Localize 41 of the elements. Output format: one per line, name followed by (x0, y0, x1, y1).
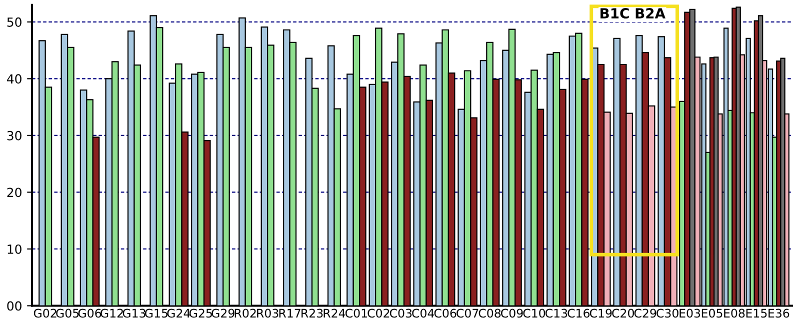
x-tick-label: R24 (324, 308, 346, 318)
x-tick-label: C03 (390, 308, 412, 318)
y-tick-label: 50 (7, 17, 22, 27)
x-tick-label: C30 (656, 308, 678, 318)
x-tick-label: G24 (167, 308, 190, 318)
y-tick-label: 30 (7, 130, 22, 140)
x-tick-label: C16 (568, 308, 590, 318)
x-tick-label: R03 (257, 308, 278, 318)
y-tick-label: 40 (6, 74, 22, 84)
x-tick-label: C13 (545, 308, 568, 318)
x-tick-label: C10 (523, 308, 546, 318)
x-tick-label: C07 (456, 308, 478, 318)
y-tick-label: 00 (7, 301, 22, 311)
y-tick-label: 10 (8, 244, 22, 254)
x-tick-label: E08 (724, 308, 745, 318)
x-tick-label: G15 (145, 308, 168, 318)
annotation: B1C B2A (600, 8, 666, 19)
x-tick-label: G05 (56, 308, 79, 318)
x-tick-label: G29 (212, 308, 234, 318)
x-tick-label: R02 (234, 308, 256, 318)
x-tick-label: G25 (189, 308, 212, 318)
x-tick-label: E36 (768, 308, 790, 318)
x-tick-label: E03 (680, 308, 700, 318)
x-tick-label: G12 (100, 308, 123, 318)
x-tick-label: C02 (368, 308, 390, 318)
x-tick-label: E15 (746, 308, 767, 318)
x-tick-label: C06 (434, 308, 456, 318)
x-tick-label: C19 (590, 308, 612, 318)
y-tick-label: 20 (7, 188, 22, 198)
x-tick-label: G06 (78, 308, 102, 318)
x-tick-label: G02 (34, 308, 56, 318)
x-tick-label: C29 (634, 308, 656, 318)
x-tick-label: C01 (345, 308, 367, 318)
x-tick-label: C09 (501, 308, 523, 318)
x-tick-label: R23 (302, 308, 323, 318)
x-tick-label: G13 (122, 308, 146, 318)
x-tick-label: C04 (412, 308, 434, 318)
x-tick-label: E05 (702, 308, 722, 318)
x-tick-label: C08 (478, 308, 501, 318)
x-tick-label: C20 (612, 308, 634, 318)
x-tick-label: R17 (279, 308, 300, 318)
